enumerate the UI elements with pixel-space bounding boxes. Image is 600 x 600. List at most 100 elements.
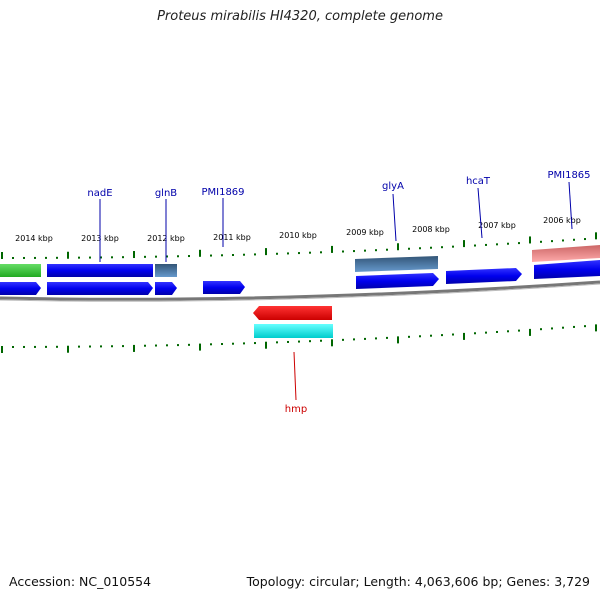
minor-tick xyxy=(430,246,432,249)
minor-tick xyxy=(221,343,223,346)
minor-tick xyxy=(320,339,322,342)
minor-tick xyxy=(551,240,553,243)
major-tick xyxy=(1,345,3,353)
minor-tick xyxy=(441,334,443,337)
minor-tick xyxy=(375,249,377,252)
major-tick xyxy=(199,343,201,351)
major-tick xyxy=(463,240,465,248)
cds-arrow-2 xyxy=(47,282,153,295)
minor-tick xyxy=(474,332,476,335)
minor-tick xyxy=(287,252,289,255)
minor-tick xyxy=(34,345,36,348)
minor-tick xyxy=(34,256,36,259)
major-tick xyxy=(1,251,3,259)
minor-tick xyxy=(353,250,355,253)
major-tick xyxy=(67,251,69,259)
minor-tick xyxy=(111,256,113,259)
minor-tick xyxy=(78,256,80,259)
minor-tick xyxy=(166,344,168,347)
minor-tick xyxy=(188,343,190,346)
major-tick xyxy=(529,328,531,336)
minor-tick xyxy=(540,240,542,243)
tick-label-2009: 2009 kbp xyxy=(346,228,384,237)
minor-tick xyxy=(320,251,322,254)
major-tick xyxy=(595,324,597,332)
leader-hcaT xyxy=(477,187,483,239)
minor-tick xyxy=(23,256,25,259)
minor-tick xyxy=(243,253,245,256)
tick-label-2008: 2008 kbp xyxy=(412,225,450,234)
major-tick xyxy=(133,344,135,352)
minor-tick xyxy=(309,340,311,343)
gene-label-glnB: glnB xyxy=(155,188,177,199)
genome-backbone xyxy=(0,280,600,301)
minor-tick xyxy=(518,329,520,332)
major-tick xyxy=(265,248,267,256)
minor-tick xyxy=(375,337,377,340)
minor-tick xyxy=(243,342,245,345)
minor-tick xyxy=(56,345,58,348)
minor-tick xyxy=(430,334,432,337)
minor-tick xyxy=(419,335,421,338)
minor-tick xyxy=(408,247,410,250)
minor-tick xyxy=(342,338,344,341)
minor-tick xyxy=(364,337,366,340)
minor-tick xyxy=(551,327,553,330)
minor-tick xyxy=(507,330,509,333)
minor-tick xyxy=(573,325,575,328)
minor-tick xyxy=(298,340,300,343)
minor-tick xyxy=(12,345,14,348)
minor-tick xyxy=(177,255,179,258)
major-tick xyxy=(529,236,531,244)
minor-tick xyxy=(287,340,289,343)
minor-tick xyxy=(232,254,234,257)
minor-tick xyxy=(518,242,520,245)
feature-glyA xyxy=(355,256,438,272)
minor-tick xyxy=(232,342,234,345)
feature-glnB xyxy=(155,264,177,277)
minor-tick xyxy=(496,243,498,246)
feature-cyan xyxy=(254,324,333,338)
gene-label-glyA: glyA xyxy=(382,181,404,192)
minor-tick xyxy=(254,342,256,345)
minor-tick xyxy=(56,256,58,259)
minor-tick xyxy=(474,244,476,247)
minor-tick xyxy=(276,252,278,255)
tick-label-2014: 2014 kbp xyxy=(15,234,53,243)
minor-tick xyxy=(419,247,421,250)
minor-tick xyxy=(100,345,102,348)
gene-label-PMI1865: PMI1865 xyxy=(547,170,590,181)
minor-tick xyxy=(155,344,157,347)
minor-tick xyxy=(353,338,355,341)
minor-tick xyxy=(364,249,366,252)
cds-arrow-7 xyxy=(534,260,600,279)
minor-tick xyxy=(89,256,91,259)
minor-tick xyxy=(540,328,542,331)
minor-tick xyxy=(155,255,157,258)
major-tick xyxy=(595,232,597,240)
minor-tick xyxy=(144,344,146,347)
major-tick xyxy=(397,243,399,251)
minor-tick xyxy=(309,251,311,254)
tick-label-2007: 2007 kbp xyxy=(478,221,516,230)
minor-tick xyxy=(45,256,47,259)
minor-tick xyxy=(177,344,179,347)
minor-tick xyxy=(485,331,487,334)
minor-tick xyxy=(210,254,212,257)
minor-tick xyxy=(573,238,575,241)
gene-label-hmp: hmp xyxy=(285,404,307,415)
minor-tick xyxy=(89,345,91,348)
minor-tick xyxy=(441,246,443,249)
minor-tick xyxy=(210,343,212,346)
gene-label-hcaT: hcaT xyxy=(466,176,491,187)
cds-arrow-3 xyxy=(155,282,177,295)
minor-tick xyxy=(408,335,410,338)
minor-tick xyxy=(111,345,113,348)
minor-tick xyxy=(485,243,487,246)
major-tick xyxy=(133,251,135,259)
minor-tick xyxy=(386,248,388,251)
cds-arrow-6 xyxy=(446,268,522,284)
tick-label-2010: 2010 kbp xyxy=(279,231,317,240)
major-tick xyxy=(397,336,399,344)
